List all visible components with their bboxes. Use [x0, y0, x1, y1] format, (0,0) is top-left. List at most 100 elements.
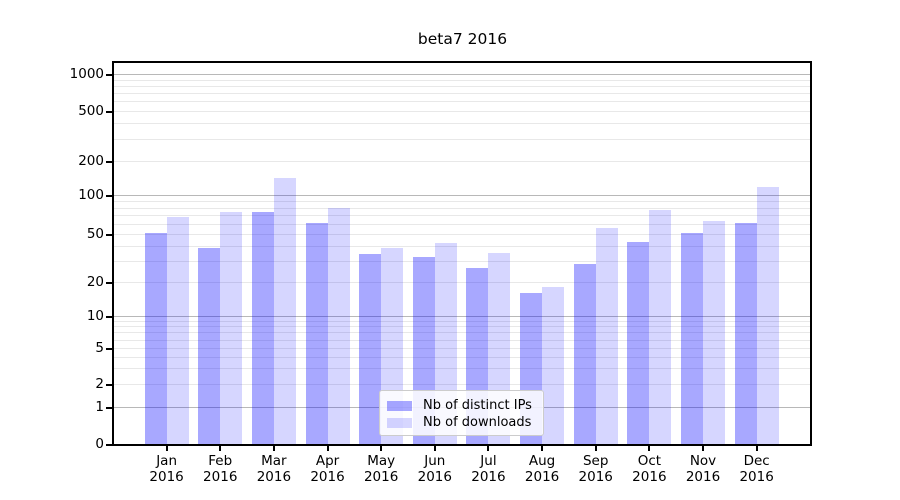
- bar-distinct-ips-sep: [573, 264, 596, 444]
- y-gridline: [114, 384, 811, 385]
- x-tick-year: 2016: [471, 469, 506, 485]
- x-tick: [648, 446, 651, 451]
- bar-distinct-ips-mar: [251, 211, 274, 444]
- x-tick-year: 2016: [578, 469, 613, 485]
- x-tick-label: May 2016: [349, 453, 413, 485]
- y-gridline: [114, 224, 811, 225]
- y-tick: [106, 348, 112, 350]
- y-gridline: [114, 93, 811, 94]
- x-tick-year: 2016: [739, 469, 774, 485]
- x-tick: [541, 446, 544, 451]
- legend-label-ips: Nb of distinct IPs: [423, 398, 532, 413]
- y-gridline: [114, 123, 811, 124]
- y-gridline: [114, 215, 811, 216]
- y-gridline: [114, 368, 811, 369]
- y-tick: [106, 316, 112, 318]
- bar-distinct-ips-jan: [144, 232, 167, 444]
- bar-downloads-oct: [649, 210, 672, 444]
- x-tick-year: 2016: [363, 469, 399, 485]
- x-tick-year: 2016: [149, 469, 184, 485]
- legend-item-downloads: Nb of downloads: [387, 414, 543, 431]
- x-tick-label: Jan 2016: [135, 453, 199, 485]
- bar-downloads-jan: [166, 216, 189, 444]
- bar-distinct-ips-may: [359, 254, 382, 444]
- y-tick-label: 500: [78, 103, 104, 119]
- y-gridline: [114, 321, 811, 322]
- x-tick: [272, 446, 275, 451]
- x-tick-year: 2016: [632, 469, 667, 485]
- legend-swatch-ips-icon: [387, 400, 412, 411]
- y-tick: [106, 195, 112, 197]
- x-tick-year: 2016: [417, 469, 452, 485]
- y-gridline: [114, 332, 811, 333]
- y-tick-label: 200: [78, 153, 104, 169]
- y-gridline: [114, 340, 811, 341]
- x-tick-year: 2016: [256, 469, 292, 485]
- y-gridline: [114, 282, 811, 283]
- bar-downloads-aug: [542, 287, 565, 444]
- y-gridline: [114, 261, 811, 262]
- y-gridline: [114, 234, 811, 235]
- y-tick: [106, 384, 112, 386]
- x-tick-year: 2016: [310, 469, 345, 485]
- y-gridline: [114, 74, 811, 75]
- x-tick: [326, 446, 329, 451]
- legend-label-downloads: Nb of downloads: [423, 415, 532, 430]
- x-tick: [433, 446, 436, 451]
- bar-distinct-ips-apr: [305, 222, 328, 444]
- y-tick-label: 2: [95, 376, 104, 392]
- bar-distinct-ips-dec: [734, 222, 757, 444]
- x-tick-label: Mar 2016: [242, 453, 306, 485]
- y-gridline: [114, 111, 811, 112]
- y-gridline: [114, 195, 811, 196]
- y-tick-label: 5: [95, 340, 104, 356]
- x-tick: [487, 446, 490, 451]
- x-tick-label: Apr 2016: [296, 453, 360, 485]
- y-tick: [106, 407, 112, 409]
- y-tick: [106, 282, 112, 284]
- x-tick-label: Feb 2016: [188, 453, 252, 485]
- y-gridline: [114, 357, 811, 358]
- y-tick-label: 100: [78, 187, 104, 203]
- x-tick-year: 2016: [203, 469, 238, 485]
- y-tick-label: 0: [95, 436, 104, 452]
- y-gridline: [114, 139, 811, 140]
- legend-item-distinct-ips: Nb of distinct IPs: [387, 397, 543, 414]
- y-gridline: [114, 80, 811, 81]
- bar-downloads-mar: [273, 178, 296, 444]
- x-tick: [702, 446, 704, 451]
- x-tick: [594, 446, 597, 451]
- axis-left-spine: [112, 61, 114, 445]
- bar-downloads-sep: [595, 227, 618, 444]
- y-tick-label: 1000: [69, 66, 104, 82]
- bar-downloads-feb: [220, 211, 243, 444]
- y-gridline: [114, 161, 811, 162]
- axis-top-spine: [112, 61, 812, 63]
- y-tick: [106, 111, 112, 113]
- bar-distinct-ips-nov: [681, 232, 703, 444]
- y-tick: [106, 234, 112, 236]
- bar-distinct-ips-feb: [198, 248, 221, 444]
- x-tick: [755, 446, 758, 451]
- x-tick-label: Dec 2016: [725, 453, 789, 485]
- y-tick-label: 10: [86, 308, 104, 324]
- x-tick-label: Sep 2016: [564, 453, 628, 485]
- y-tick: [106, 161, 112, 163]
- bar-downloads-apr: [327, 207, 350, 444]
- x-tick-label: Nov 2016: [671, 453, 735, 485]
- axis-bottom-spine: [112, 444, 812, 446]
- x-tick-label: Jul 2016: [456, 453, 520, 485]
- x-tick-year: 2016: [685, 469, 721, 485]
- y-gridline: [114, 86, 811, 87]
- y-tick: [106, 74, 112, 76]
- bar-downloads-dec: [756, 186, 779, 444]
- y-gridline: [114, 316, 811, 317]
- y-gridline: [114, 348, 811, 349]
- chart-title: beta7 2016: [417, 30, 508, 48]
- x-tick: [165, 446, 168, 451]
- x-tick: [219, 446, 222, 451]
- y-tick-label: 20: [86, 274, 104, 290]
- x-tick-year: 2016: [524, 469, 560, 485]
- y-gridline: [114, 326, 811, 327]
